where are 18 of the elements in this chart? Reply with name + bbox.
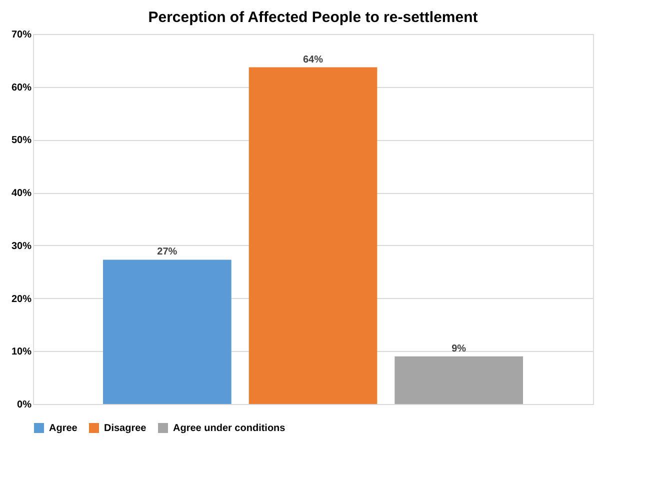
y-tick-label: 10% bbox=[11, 346, 32, 358]
data-label: 9% bbox=[452, 343, 466, 354]
legend-label: Agree under conditions bbox=[173, 423, 286, 434]
legend-label: Disagree bbox=[104, 423, 147, 434]
bar bbox=[394, 356, 523, 404]
y-tick-label: 50% bbox=[11, 135, 32, 146]
bar bbox=[103, 260, 232, 404]
y-tick-label: 70% bbox=[11, 30, 32, 40]
chart-title: Perception of Affected People to re-settlement bbox=[148, 9, 478, 26]
legend-label: Agree bbox=[49, 423, 78, 434]
y-tick-label: 20% bbox=[11, 294, 32, 305]
y-tick-label: 60% bbox=[11, 82, 32, 94]
y-tick-label: 30% bbox=[11, 240, 32, 252]
bar bbox=[248, 67, 378, 404]
data-label: 27% bbox=[157, 246, 178, 258]
y-tick-label: 0% bbox=[17, 400, 32, 410]
data-label: 64% bbox=[302, 54, 324, 66]
y-tick-label: 40% bbox=[11, 188, 32, 200]
